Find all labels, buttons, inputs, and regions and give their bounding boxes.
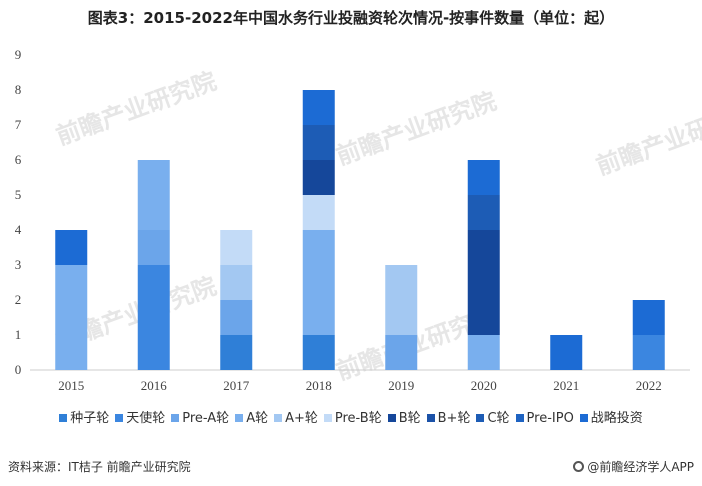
- legend-swatch: [115, 414, 124, 422]
- legend-swatch: [579, 414, 588, 422]
- legend-item: 种子轮: [59, 407, 109, 426]
- bar-segment: [137, 230, 170, 265]
- y-tick-label: 9: [15, 47, 22, 62]
- x-tick-label: 2019: [388, 378, 414, 393]
- legend-swatch: [171, 414, 180, 422]
- legend-item: 天使轮: [115, 407, 165, 426]
- legend-swatch: [274, 414, 283, 422]
- chart-title: 图表3：2015-2022年中国水务行业投融资轮次情况-按事件数量（单位：起）: [87, 9, 615, 27]
- legend-item: Pre-IPO: [515, 411, 574, 426]
- bar-segment: [467, 195, 500, 230]
- y-tick-label: 2: [15, 292, 22, 307]
- bar-segment: [467, 230, 500, 335]
- legend-item: 战略投资: [579, 407, 643, 426]
- legend-item: B轮: [387, 407, 421, 426]
- bar-segment: [385, 335, 418, 370]
- x-tick-label: 2021: [553, 378, 579, 393]
- bar-segment: [550, 335, 583, 370]
- legend-label: C轮: [487, 411, 510, 426]
- bar-segment: [55, 230, 88, 265]
- bar-segment: [385, 265, 418, 335]
- bar-segment: [220, 335, 253, 370]
- watermark-text: 前瞻产业研究院: [332, 87, 499, 171]
- bar-segment: [302, 195, 335, 230]
- legend-item: Pre-B轮: [323, 407, 382, 426]
- legend-swatch: [323, 414, 332, 422]
- legend-label: B+轮: [437, 411, 471, 426]
- legend-label: 战略投资: [590, 411, 643, 426]
- legend: 种子轮 天使轮 Pre-A轮 A轮 A+轮 Pre-B轮 B轮 B+轮 C轮 Pre-IPO 战略投…: [0, 407, 702, 426]
- legend-label: 天使轮: [126, 411, 166, 426]
- stacked-bar-chart: 前瞻产业研究院前瞻产业研究院前瞻产业研究院前瞻产业研究院前瞻产业研究院 0123…: [15, 47, 702, 393]
- legend-swatch: [426, 414, 435, 422]
- bar-segment: [632, 300, 665, 335]
- bar-segment: [632, 335, 665, 370]
- legend-label: Pre-A轮: [182, 411, 230, 426]
- legend-swatch: [235, 414, 244, 422]
- bars: [55, 90, 665, 370]
- brand-label: @前瞻经济学人APP: [573, 458, 694, 475]
- y-tick-label: 5: [15, 187, 22, 202]
- legend-item: A+轮: [274, 407, 318, 426]
- x-tick-label: 2022: [636, 378, 662, 393]
- legend-swatch: [387, 414, 396, 422]
- bar-segment: [302, 230, 335, 335]
- y-tick-label: 6: [15, 152, 22, 167]
- bar-segment: [302, 335, 335, 370]
- legend-item: Pre-A轮: [171, 407, 229, 426]
- source-note: 资料来源：IT桔子 前瞻产业研究院: [8, 460, 191, 474]
- watermark-text: 前瞻产业研究院: [52, 67, 219, 151]
- legend-item: C轮: [476, 407, 510, 426]
- bar-segment: [137, 265, 170, 370]
- bar-segment: [220, 265, 253, 300]
- x-tick-label: 2020: [471, 378, 497, 393]
- watermark-text: 前瞻产业研究院: [592, 97, 702, 181]
- bar-segment: [467, 335, 500, 370]
- bar-segment: [302, 90, 335, 125]
- x-tick-label: 2017: [223, 378, 250, 393]
- bar-segment: [467, 160, 500, 195]
- x-tick-label: 2016: [141, 378, 168, 393]
- legend-label: A+轮: [285, 411, 318, 426]
- brand-logo-icon: [573, 461, 585, 472]
- bar-segment: [137, 160, 170, 230]
- bar-segment: [302, 160, 335, 195]
- x-tick-label: 2015: [58, 378, 84, 393]
- legend-swatch: [515, 414, 524, 422]
- bar-segment: [220, 300, 253, 335]
- legend-label: A轮: [246, 411, 269, 426]
- x-tick-label: 2018: [306, 378, 332, 393]
- legend-item: A轮: [235, 407, 268, 426]
- brand-text: @前瞻经济学人APP: [587, 460, 694, 474]
- y-tick-label: 4: [15, 222, 22, 237]
- legend-swatch: [476, 414, 485, 422]
- y-tick-label: 0: [15, 362, 22, 377]
- bar-segment: [55, 265, 88, 370]
- legend-label: B轮: [398, 411, 421, 426]
- legend-label: Pre-B轮: [334, 411, 382, 426]
- y-tick-label: 3: [15, 257, 22, 272]
- bar-segment: [220, 230, 253, 265]
- y-axis: 0 1 2 3 4 5 6 7 8 9: [15, 47, 22, 377]
- legend-item: B+轮: [426, 407, 471, 426]
- legend-label: 种子轮: [70, 411, 110, 426]
- y-tick-label: 7: [15, 117, 22, 132]
- y-tick-label: 1: [15, 327, 22, 342]
- legend-swatch: [59, 414, 68, 422]
- y-tick-label: 8: [15, 82, 22, 97]
- legend-label: Pre-IPO: [526, 411, 574, 426]
- bar-segment: [302, 125, 335, 160]
